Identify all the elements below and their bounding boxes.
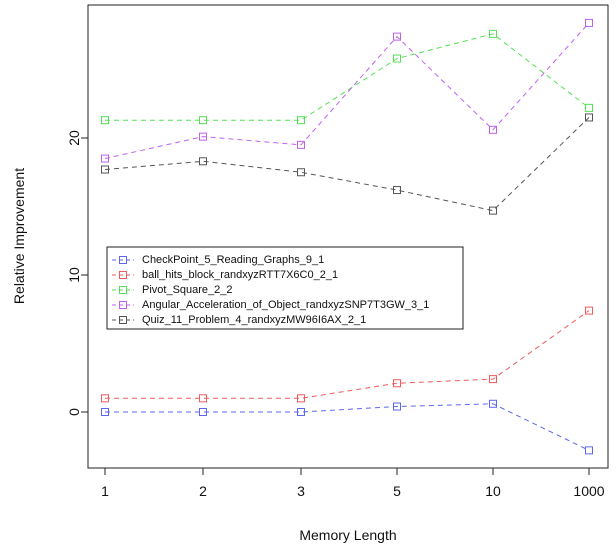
- data-point: [101, 154, 109, 163]
- series-layer: [101, 18, 593, 455]
- data-point: [489, 125, 497, 134]
- data-point: [585, 306, 593, 315]
- data-point: [393, 32, 401, 41]
- series-line: [104, 22, 590, 160]
- data-point: [199, 157, 207, 166]
- data-point: [297, 394, 305, 403]
- x-axis: 1 2 3 5 10 1000: [101, 468, 605, 499]
- data-point: [199, 116, 207, 125]
- data-point: [297, 140, 305, 149]
- x-tick-label: 2: [199, 483, 207, 499]
- data-point: [101, 165, 109, 174]
- legend-label: Angular_Acceleration_of_Object_randxyzSN…: [142, 299, 429, 311]
- data-point: [297, 168, 305, 177]
- data-point: [489, 29, 497, 38]
- data-point: [101, 408, 109, 416]
- y-axis-label: Relative Improvement: [11, 168, 27, 304]
- x-axis-label: Memory Length: [299, 527, 396, 543]
- data-point: [585, 113, 593, 122]
- legend-item: Pivot_Square_2_2: [112, 284, 233, 296]
- series-2: [101, 306, 593, 403]
- legend-box: [106, 246, 464, 330]
- series-line: [105, 33, 590, 121]
- data-point: [489, 206, 497, 215]
- data-point: [297, 116, 305, 125]
- data-point: [101, 116, 109, 125]
- legend-item: Quiz_11_Problem_4_randxyzMW96I6AX_2_1: [112, 314, 366, 326]
- x-tick-label: 3: [297, 483, 305, 499]
- series-3: [101, 29, 593, 125]
- data-point: [393, 379, 401, 388]
- legend-marker: [119, 271, 127, 279]
- data-point: [393, 186, 401, 195]
- legend-label: CheckPoint_5_Reading_Graphs_9_1: [142, 254, 324, 266]
- y-tick-label: 20: [66, 130, 82, 146]
- plot-frame: [87, 4, 609, 469]
- data-point: [585, 103, 593, 112]
- legend-item: ball_hits_block_randxyzRTT7X6C0_2_1: [112, 269, 338, 281]
- legend-label: Pivot_Square_2_2: [142, 284, 233, 296]
- data-point: [489, 399, 497, 408]
- data-point: [199, 408, 207, 416]
- legend-marker: [119, 316, 127, 324]
- legend-label: ball_hits_block_randxyzRTT7X6C0_2_1: [142, 269, 338, 281]
- series-line: [105, 310, 590, 399]
- data-point: [199, 394, 207, 403]
- x-tick-label: 5: [393, 483, 401, 499]
- data-point: [393, 54, 401, 63]
- data-point: [585, 446, 593, 455]
- data-point: [585, 18, 593, 27]
- data-point: [489, 375, 497, 384]
- series-4: [101, 18, 593, 163]
- data-point: [101, 394, 109, 403]
- x-tick-label: 1000: [573, 483, 604, 499]
- series-line: [105, 403, 590, 451]
- y-axis: 0 10 20: [66, 130, 88, 416]
- y-tick-label: 10: [66, 267, 82, 283]
- x-tick-label: 1: [101, 483, 109, 499]
- legend-label: Quiz_11_Problem_4_randxyzMW96I6AX_2_1: [142, 314, 366, 326]
- legend-marker: [119, 286, 127, 294]
- data-point: [199, 132, 207, 141]
- legend-marker: [119, 301, 127, 309]
- legend: CheckPoint_5_Reading_Graphs_9_1 ball_hits…: [106, 246, 464, 330]
- legend-item: CheckPoint_5_Reading_Graphs_9_1: [112, 254, 324, 266]
- legend-item: Angular_Acceleration_of_Object_randxyzSN…: [112, 299, 429, 311]
- y-tick-label: 0: [66, 408, 82, 416]
- legend-marker: [119, 256, 127, 264]
- series-1: [101, 399, 593, 455]
- x-tick-label: 10: [485, 483, 501, 499]
- series-line: [104, 117, 590, 212]
- data-point: [393, 402, 401, 411]
- series-5: [101, 113, 593, 215]
- data-point: [297, 408, 305, 416]
